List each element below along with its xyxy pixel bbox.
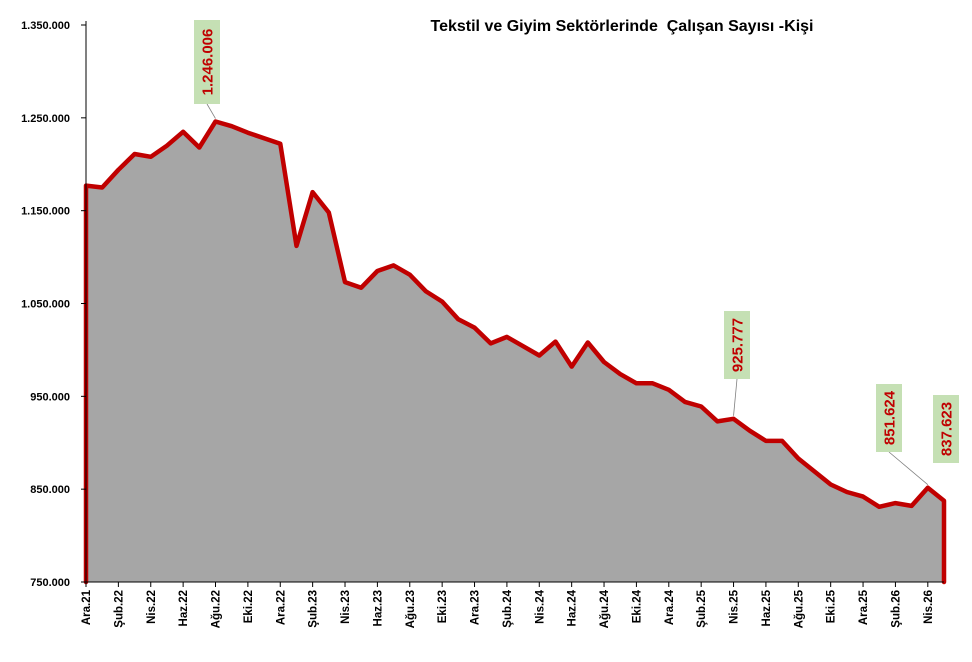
x-tick-label: Ağu.22	[211, 590, 223, 628]
x-tick-label: Ara.25	[858, 589, 870, 625]
y-tick-label: 750.000	[30, 577, 70, 589]
x-tick-label: Ağu.24	[599, 589, 611, 628]
y-tick-label: 950.000	[30, 391, 70, 403]
axis-layer	[81, 21, 944, 587]
y-tick-labels: 750.000 850.000 950.000 1.050.000 1.150.000 1…	[21, 20, 70, 589]
x-tick-label: Eki.25	[826, 589, 838, 623]
y-tick-label: 1.150.000	[21, 206, 70, 218]
data-label-text: 925.777	[730, 318, 747, 372]
x-tick-label: Haz.23	[372, 590, 384, 626]
data-label-text: 851.624	[882, 390, 899, 445]
y-tick-label: 1.250.000	[21, 113, 70, 125]
x-tick-label: Nis.24	[534, 589, 546, 623]
data-label: 1.246.006	[194, 20, 220, 119]
series-line	[83, 119, 947, 585]
x-tick-label: Haz.24	[567, 589, 579, 626]
x-tick-label: Eki.22	[243, 590, 255, 623]
x-tick-label: Nis.23	[340, 590, 352, 624]
x-tick-label: Şub.23	[308, 590, 320, 628]
series-area-fill	[86, 121, 944, 582]
x-tick-label: Haz.25	[761, 589, 773, 626]
leader-line	[888, 451, 929, 485]
x-tick-label: Haz.22	[178, 590, 190, 626]
x-tick-label: Ara.22	[275, 590, 287, 625]
data-label-box	[724, 311, 750, 379]
data-label-box	[194, 20, 220, 104]
data-label-text: 1.246.006	[200, 29, 217, 96]
x-tick-label: Ara.21	[81, 589, 93, 625]
x-tick-label: Şub.25	[696, 589, 708, 627]
data-label: 925.777	[724, 311, 750, 416]
x-tick-label: Nis.22	[146, 590, 158, 624]
x-tick-labels: Ara.21 Şub.22 Nis.22 Haz.22 Ağu.22 Eki.22 Ara.…	[81, 589, 935, 628]
x-tick-label: Nis.25	[729, 589, 741, 623]
data-label: 851.624	[876, 384, 929, 485]
chart-title: Tekstil ve Giyim Sektörlerinde Çalışan S…	[431, 18, 814, 35]
x-tick-label: Ağu.23	[405, 590, 417, 628]
data-label-box	[876, 384, 902, 452]
x-tick-label: Şub.24	[502, 589, 514, 627]
x-tick-label: Ara.24	[664, 589, 676, 625]
x-tick-label: Ağu.25	[793, 589, 805, 628]
y-tick-label: 850.000	[30, 484, 70, 496]
x-tick-label: Eki.23	[437, 590, 449, 623]
x-tick-label: Şub.22	[113, 590, 125, 628]
data-label-text: 837.623	[939, 402, 956, 456]
x-tick-label: Ara.23	[470, 590, 482, 625]
leader-line	[206, 103, 216, 119]
leader-line	[733, 378, 738, 416]
area-layer	[83, 119, 947, 585]
data-labels: 1.246.006 925.777 851.624 837.623	[194, 20, 959, 485]
data-label-box	[933, 395, 959, 463]
y-tick-label: 1.350.000	[21, 20, 70, 32]
y-tick-label: 1.050.000	[21, 299, 70, 311]
x-tick-label: Şub.26	[890, 590, 902, 628]
x-tick-label: Eki.24	[631, 589, 643, 623]
x-tick-label: Nis.26	[923, 590, 935, 624]
data-label: 837.623	[933, 395, 959, 463]
